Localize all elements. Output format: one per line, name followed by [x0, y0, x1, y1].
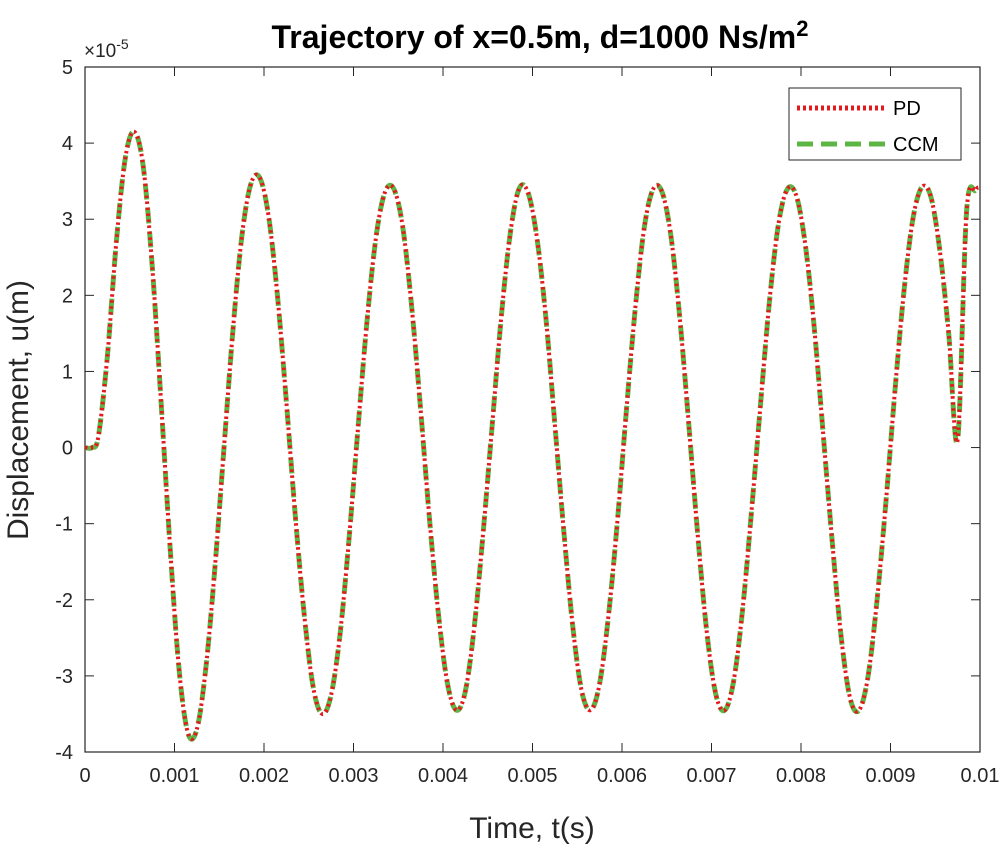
y-axis-ticks: -4 -3 -2 -1 0 1 2 3 4 5 — [55, 57, 980, 764]
legend: PD CCM — [788, 87, 962, 161]
y-tick-label: 3 — [62, 209, 73, 231]
x-axis-ticks: 0 0.001 0.002 0.003 0.004 0.005 0.006 0.007 0.00… — [79, 67, 999, 787]
legend-box — [788, 87, 962, 161]
y-tick-label: 5 — [62, 57, 73, 79]
y-tick-label: -3 — [55, 666, 73, 688]
legend-pd-label: PD — [893, 98, 921, 120]
y-multiplier: ×10-5 — [84, 36, 129, 62]
x-tick-label: 0.005 — [507, 765, 557, 787]
y-tick-label: -1 — [55, 514, 73, 536]
x-tick-label: 0.009 — [865, 765, 915, 787]
chart-title: Trajectory of x=0.5m, d=1000 Ns/m2 — [272, 16, 809, 55]
plot-area — [84, 66, 981, 753]
y-tick-label: 0 — [62, 438, 73, 460]
y-axis-label: Displacement, u(m) — [2, 280, 35, 540]
y-tick-label: -4 — [55, 742, 73, 764]
y-tick-label: -2 — [55, 590, 73, 612]
x-tick-label: 0.007 — [686, 765, 736, 787]
y-multiplier-prefix: ×10 — [84, 41, 116, 62]
x-tick-label: 0.003 — [328, 765, 378, 787]
series-pd-line — [84, 129, 982, 742]
x-tick-label: 0.001 — [149, 765, 199, 787]
chart-title-text: Trajectory of x=0.5m, d=1000 Ns/m — [272, 19, 797, 55]
y-multiplier-exponent: -5 — [116, 36, 129, 52]
y-tick-label: 1 — [62, 361, 73, 383]
x-tick-label: 0.004 — [418, 765, 468, 787]
chart-title-superscript: 2 — [796, 16, 808, 41]
x-tick-label: 0 — [79, 765, 90, 787]
legend-ccm-label: CCM — [893, 134, 939, 156]
x-axis-label: Time, t(s) — [469, 812, 595, 845]
x-tick-label: 0.008 — [776, 765, 826, 787]
x-tick-label: 0.006 — [597, 765, 647, 787]
y-tick-label: 2 — [62, 285, 73, 307]
series-layer — [84, 129, 982, 742]
x-tick-label: 0.002 — [239, 765, 289, 787]
x-tick-label: 0.01 — [961, 765, 1000, 787]
y-tick-label: 4 — [62, 133, 73, 155]
